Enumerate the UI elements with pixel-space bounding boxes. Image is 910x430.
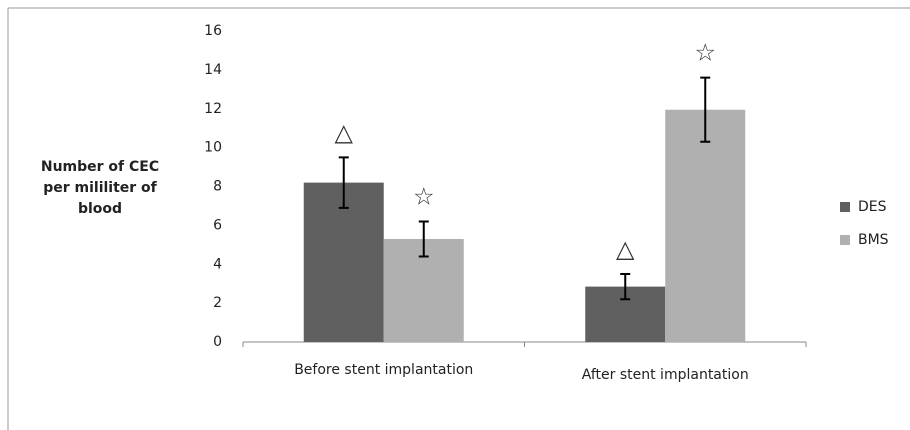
x-tick-label: After stent implantation	[582, 367, 749, 383]
bar	[665, 109, 746, 342]
y-axis-label: Number of CEC	[41, 159, 159, 175]
error-bar	[418, 220, 429, 258]
y-axis-label: blood	[78, 201, 122, 217]
legend-swatch	[840, 202, 850, 212]
error-bar	[620, 272, 631, 301]
y-tick-label: 0	[213, 334, 222, 350]
y-axis-label: per mililiter of	[43, 180, 157, 196]
y-tick-label: 12	[204, 101, 222, 117]
bar	[303, 182, 384, 342]
y-tick-label: 14	[204, 62, 222, 78]
significance-symbol: ☆	[694, 39, 716, 67]
y-tick-label: 16	[204, 23, 222, 39]
y-tick-label: 10	[204, 140, 222, 156]
y-tick-label: 6	[213, 217, 222, 233]
error-bar	[700, 76, 711, 143]
significance-symbol: △	[335, 118, 354, 146]
x-tick-label: Before stent implantation	[294, 362, 473, 378]
legend-label: BMS	[858, 232, 889, 248]
y-tick-label: 2	[213, 295, 222, 311]
legend-label: DES	[858, 199, 887, 215]
y-tick-label: 4	[213, 256, 222, 272]
y-tick-label: 8	[213, 179, 222, 195]
error-bar	[338, 156, 349, 209]
significance-symbol: △	[616, 235, 635, 263]
significance-symbol: ☆	[413, 182, 435, 210]
legend-swatch	[840, 235, 850, 245]
